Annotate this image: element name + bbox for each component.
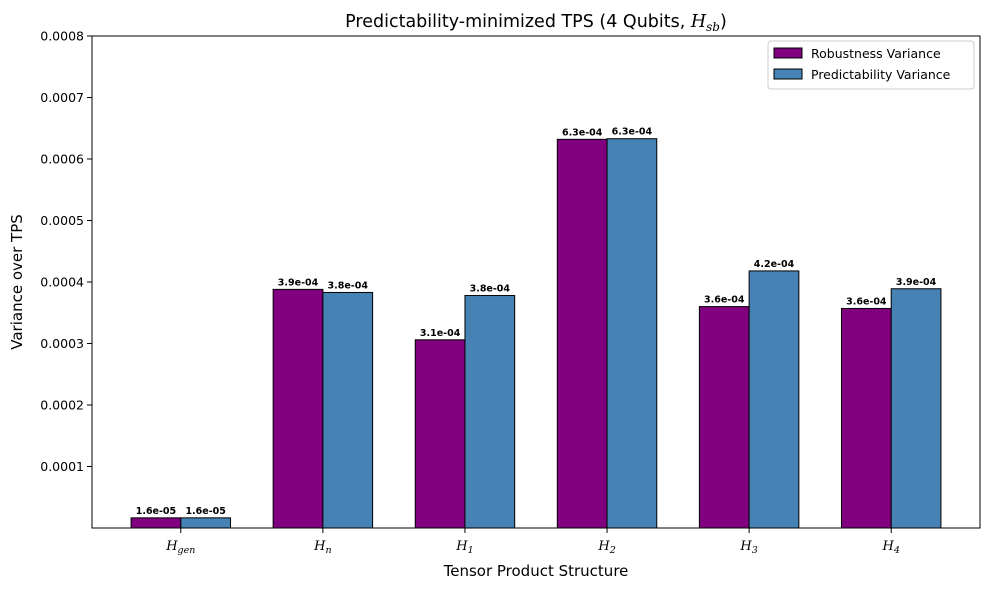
- y-tick-label: 0.0004: [40, 275, 84, 290]
- bar-predictability-0: [180, 517, 232, 529]
- x-tick-label: H1: [455, 539, 473, 556]
- x-tick-label: Hn: [313, 539, 331, 556]
- y-axis-title: Variance over TPS: [8, 214, 26, 350]
- bar-robustness-5: [840, 307, 892, 529]
- bar-predictability-4: [748, 270, 800, 529]
- data-label-predictability-4: 4.2e-04: [754, 259, 795, 270]
- legend-label-robustness: Robustness Variance: [811, 46, 941, 61]
- y-tick-label: 0.0001: [40, 459, 84, 474]
- bar-predictability-1: [322, 291, 374, 529]
- y-tick-label: 0.0006: [40, 152, 84, 167]
- data-label-robustness-1: 3.9e-04: [278, 277, 319, 288]
- chart-title-math: H: [690, 12, 707, 32]
- chart-title-suffix: ): [720, 12, 727, 32]
- data-label-predictability-5: 3.9e-04: [896, 277, 937, 288]
- bar-predictability-3: [606, 138, 658, 529]
- data-label-robustness-0: 1.6e-05: [136, 506, 176, 517]
- data-label-predictability-3: 6.3e-04: [612, 127, 653, 138]
- bar-predictability-2: [464, 295, 516, 529]
- x-tick-label: H4: [882, 539, 900, 556]
- y-tick-label: 0.0003: [40, 336, 84, 351]
- chart-title: Predictability-minimized TPS (4 Qubits, …: [345, 12, 727, 34]
- data-label-robustness-5: 3.6e-04: [846, 296, 887, 307]
- bar-robustness-0: [130, 517, 182, 529]
- bar-robustness-4: [698, 306, 750, 529]
- y-tick-label: 0.0007: [40, 90, 84, 105]
- x-tick-label: H2: [597, 539, 615, 556]
- chart-title-math-sub: sb: [706, 20, 720, 34]
- data-label-robustness-3: 6.3e-04: [562, 127, 603, 138]
- bar-predictability-5: [890, 288, 942, 529]
- legend-swatch-predictability: [773, 68, 803, 80]
- data-label-predictability-0: 1.6e-05: [185, 506, 225, 517]
- legend-swatch-robustness: [773, 47, 803, 59]
- data-label-predictability-2: 3.8e-04: [470, 284, 511, 295]
- data-label-predictability-1: 3.8e-04: [328, 280, 369, 291]
- plot-area: 1.6e-05 3.9e-04 3.1e-04 6.3e-04 3.6e-04 3.6e-…: [40, 29, 981, 556]
- y-tick-label: 0.0008: [40, 29, 84, 44]
- x-axis-title: Tensor Product Structure: [443, 562, 629, 580]
- y-tick-label: 0.0002: [40, 398, 84, 413]
- data-label-robustness-2: 3.1e-04: [420, 328, 461, 339]
- bar-robustness-3: [556, 138, 608, 529]
- x-tick-label: Hgen: [165, 539, 195, 556]
- bar-robustness-2: [414, 339, 466, 529]
- y-tick-label: 0.0005: [40, 213, 84, 228]
- x-tick-label: H3: [739, 539, 757, 556]
- bar-robustness-1: [272, 288, 324, 529]
- legend-box: [767, 40, 975, 90]
- data-label-robustness-4: 3.6e-04: [704, 295, 745, 306]
- legend: Robustness Variance Predictability Varian…: [767, 40, 975, 90]
- chart-title-prefix: Predictability-minimized TPS (4 Qubits,: [345, 12, 691, 32]
- legend-label-predictability: Predictability Variance: [811, 67, 951, 82]
